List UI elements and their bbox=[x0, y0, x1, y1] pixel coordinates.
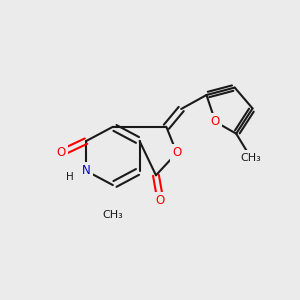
Text: CH₃: CH₃ bbox=[241, 153, 261, 163]
Text: N: N bbox=[82, 164, 91, 177]
Text: O: O bbox=[172, 146, 182, 160]
Text: H: H bbox=[67, 172, 74, 182]
Text: O: O bbox=[211, 115, 220, 128]
Text: O: O bbox=[156, 194, 165, 207]
Text: O: O bbox=[56, 146, 65, 160]
Text: CH₃: CH₃ bbox=[103, 210, 123, 220]
